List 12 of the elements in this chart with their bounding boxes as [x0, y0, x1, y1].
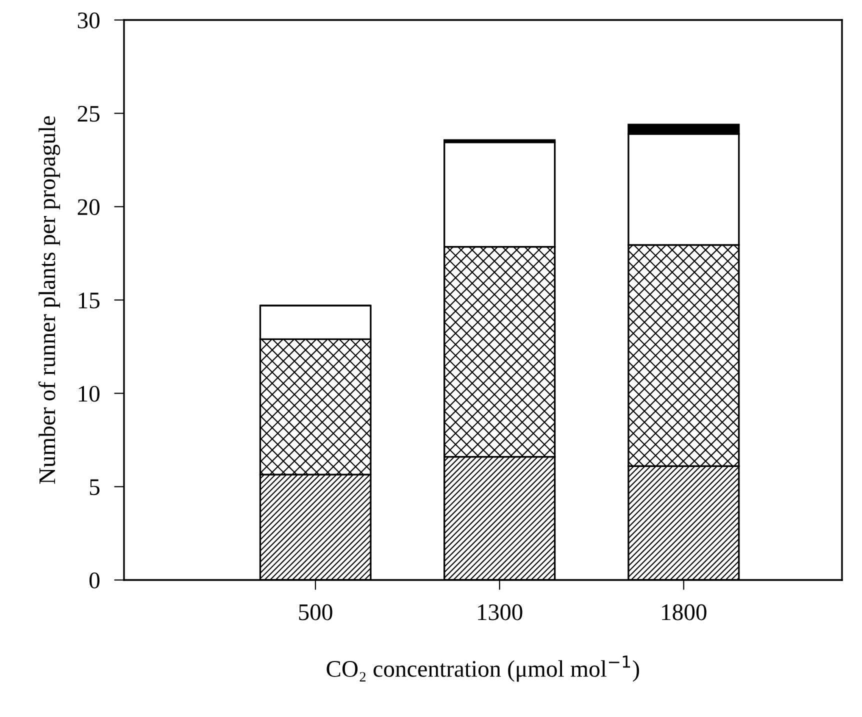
y-tick-label: 0 [89, 572, 100, 588]
y-tick-label: 30 [78, 12, 100, 28]
y-tick-label: 15 [78, 292, 100, 308]
x-tick-label: 1300 [478, 604, 522, 620]
x-axis-title: CO₂ concentration (μmol mol$^{−1}$) [326, 656, 640, 682]
x-tick-label: 1800 [662, 604, 706, 620]
x-tick-label: 500 [299, 604, 332, 620]
y-tick-label: 20 [78, 199, 100, 216]
y-axis-title: Number of runner plants per propagule [38, 116, 60, 484]
y-tick-label: 10 [78, 386, 100, 402]
y-tick-label: 25 [78, 106, 100, 122]
y-tick-label: 5 [90, 479, 100, 496]
